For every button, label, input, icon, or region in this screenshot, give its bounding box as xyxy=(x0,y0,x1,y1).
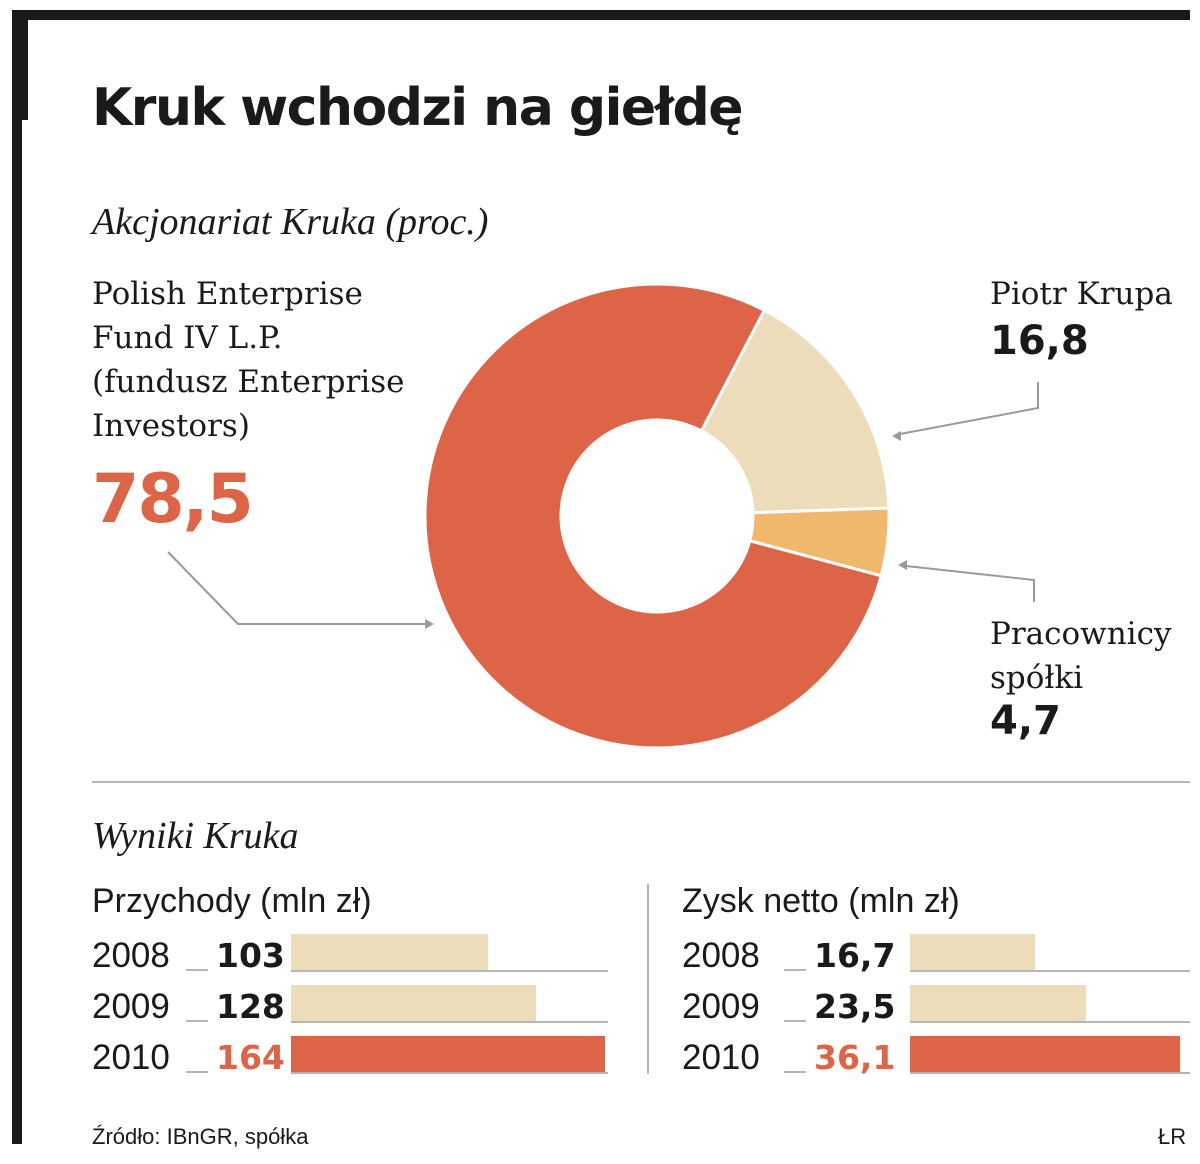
profit-year-2009: 2009 xyxy=(682,987,760,1026)
pie-slice-krupa xyxy=(699,308,891,515)
pie-label-pef-line-1: Polish Enterprise xyxy=(92,276,363,312)
leader-line-employees-arrow xyxy=(898,560,907,570)
pie-value-pef: 78,5 xyxy=(92,460,254,539)
revenue-value-2008: 103 xyxy=(216,936,285,975)
revenue-bar-2009 xyxy=(291,985,536,1021)
pie-label-pef-line-2: Fund IV L.P. xyxy=(92,320,283,356)
profit-bar-2009 xyxy=(910,985,1086,1021)
pie-label-pef-line-4: Investors) xyxy=(92,408,250,444)
pie-slice-pef xyxy=(423,282,883,750)
revenue-value-2009: 128 xyxy=(216,987,285,1026)
pie-value-employees: 4,7 xyxy=(990,698,1061,744)
revenue-chart-title: Przychody (mln zł) xyxy=(92,882,372,920)
leader-line-employees xyxy=(905,565,1035,602)
profit-baseline-2008 xyxy=(910,970,1190,972)
frame-corner-tab xyxy=(12,10,28,120)
revenue-value-2010: 164 xyxy=(216,1038,285,1077)
results-heading: Wyniki Kruka xyxy=(92,815,299,857)
pie-chart-title: Akcjonariat Kruka (proc.) xyxy=(92,201,489,243)
leader-line-krupa-arrow xyxy=(892,431,901,441)
section-divider xyxy=(92,781,1190,783)
profit-baseline-2010 xyxy=(910,1072,1190,1074)
revenue-baseline-2009 xyxy=(291,1021,608,1023)
profit-chart-title: Zysk netto (mln zł) xyxy=(682,882,960,920)
profit-tick-2009 xyxy=(784,1020,806,1022)
profit-value-2010: 36,1 xyxy=(814,1038,896,1077)
bar-charts-divider xyxy=(647,884,649,1074)
revenue-year-2009: 2009 xyxy=(92,987,170,1026)
profit-tick-2008 xyxy=(784,969,806,971)
footer-author: ŁR xyxy=(1158,1124,1187,1149)
pie-label-krupa: Piotr Krupa xyxy=(990,276,1173,312)
pie-label-employees-line-1: Pracownicy xyxy=(990,616,1172,652)
revenue-tick-2010 xyxy=(186,1071,208,1073)
profit-bar-2008 xyxy=(910,934,1035,970)
leader-line-pef-arrow xyxy=(425,619,434,629)
profit-baseline-2009 xyxy=(910,1021,1190,1023)
pie-value-krupa: 16,8 xyxy=(990,318,1089,364)
pie-label-pef-line-3: (fundusz Enterprise xyxy=(92,364,405,400)
revenue-baseline-2010 xyxy=(291,1072,608,1074)
pie-label-pef: Polish Enterprise Fund IV L.P. (fundusz … xyxy=(92,272,404,448)
page-title: Kruk wchodzi na giełdę xyxy=(92,78,743,138)
profit-bar-2010 xyxy=(910,1036,1180,1072)
profit-tick-2010 xyxy=(784,1071,806,1073)
frame-left-border xyxy=(12,10,22,1144)
pie-label-employees: Pracownicy spółki xyxy=(990,612,1171,700)
profit-year-2010: 2010 xyxy=(682,1038,760,1077)
profit-value-2009: 23,5 xyxy=(814,987,896,1026)
pie-label-employees-line-2: spółki xyxy=(990,660,1084,696)
revenue-year-2008: 2008 xyxy=(92,936,170,975)
revenue-bar-2008 xyxy=(291,934,488,970)
leader-line-krupa xyxy=(899,382,1039,435)
footer-source: Źródło: IBnGR, spółka xyxy=(92,1124,309,1149)
revenue-tick-2009 xyxy=(186,1020,208,1022)
leader-line-pef xyxy=(167,551,428,625)
frame-top-border xyxy=(12,10,1190,20)
revenue-baseline-2008 xyxy=(291,970,608,972)
profit-value-2008: 16,7 xyxy=(814,936,896,975)
profit-year-2008: 2008 xyxy=(682,936,760,975)
revenue-year-2010: 2010 xyxy=(92,1038,170,1077)
revenue-bar-2010 xyxy=(291,1036,605,1072)
revenue-tick-2008 xyxy=(186,969,208,971)
